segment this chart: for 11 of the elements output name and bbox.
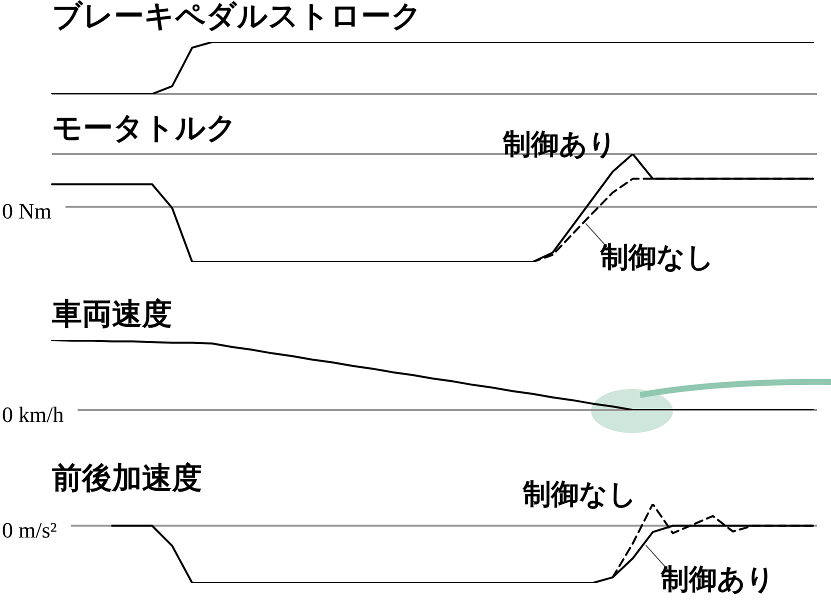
series-label: 制御なし <box>522 477 637 510</box>
chart-title: モータトルク <box>52 110 237 146</box>
chart-title: 前後加速度 <box>52 460 202 496</box>
series-label: 制御あり <box>502 127 617 160</box>
chart-title: 車両速度 <box>51 296 172 332</box>
series-label: 制御あり <box>660 562 775 596</box>
ref-line-label: 0 km/h <box>2 402 64 427</box>
ref-line-label: 0 m/s² <box>2 518 58 543</box>
series-label: 制御なし <box>600 240 715 274</box>
chart-title: ブレーキペダルストローク <box>52 0 422 34</box>
ref-line-label: 0 Nm <box>2 198 52 224</box>
